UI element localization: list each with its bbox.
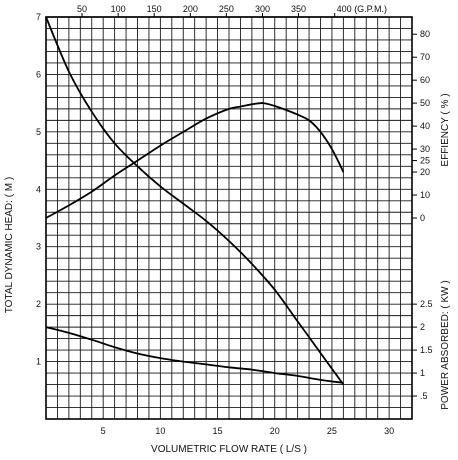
efficiency-tick-label: 50 xyxy=(420,98,430,108)
x-axis: 5 10 15 20 25 30 xyxy=(101,426,394,436)
x-tick-label: 5 xyxy=(101,426,106,436)
x-tick-label: 15 xyxy=(213,426,223,436)
y-axis-title-head: TOTAL DYNAMIC HEAD: ( M ) xyxy=(4,177,15,314)
x-tick-label: 10 xyxy=(155,426,165,436)
top-axis-gpm: 50 100 150 200 250 300 350 400 (G.P.M.) xyxy=(46,4,388,18)
curves xyxy=(45,16,345,386)
top-axis-tick-label: 150 xyxy=(147,4,162,14)
top-axis-tick-label: 400 (G.P.M.) xyxy=(337,4,387,14)
efficiency-tick-label: 20 xyxy=(420,167,430,177)
power-tick-label: .5 xyxy=(420,391,428,401)
grid xyxy=(46,17,412,419)
y-tick-label-head: 1 xyxy=(36,357,41,367)
efficiency-tick-label: 80 xyxy=(420,29,430,39)
top-axis-tick-label: 300 xyxy=(255,4,270,14)
y-tick-label-head: 3 xyxy=(36,242,41,252)
y-tick-label-head: 5 xyxy=(36,127,41,137)
x-tick-label: 25 xyxy=(327,426,337,436)
efficiency-tick-label: 40 xyxy=(420,121,430,131)
y-axis-title-power: POWER ABSORBED: ( KW ) xyxy=(440,280,451,409)
x-axis-title: VOLUMETRIC FLOW RATE ( L/S ) xyxy=(151,444,307,455)
x-tick-label: 30 xyxy=(384,426,394,436)
y-axis-head: 1 2 3 4 5 6 7 xyxy=(36,12,41,367)
efficiency-curve xyxy=(45,102,345,219)
top-axis-tick-label: 50 xyxy=(77,4,87,14)
y-tick-label-head: 6 xyxy=(36,69,41,79)
head-curve xyxy=(45,16,345,386)
power-tick-label: 1.5 xyxy=(420,345,433,355)
top-axis-tick-label: 200 xyxy=(183,4,198,14)
y-tick-label-head: 2 xyxy=(36,299,41,309)
efficiency-tick-label: 0 xyxy=(420,213,425,223)
top-axis-tick-label: 100 xyxy=(111,4,126,14)
power-tick-label: 1 xyxy=(420,368,425,378)
efficiency-tick-label: 60 xyxy=(420,75,430,85)
efficiency-tick-label: 10 xyxy=(420,190,430,200)
y-axis-title-efficiency: EFFIENCY ( % ) xyxy=(440,93,451,166)
efficiency-tick-label: 30 xyxy=(420,144,430,154)
top-axis-tick-label: 250 xyxy=(219,4,234,14)
y-tick-label-head: 7 xyxy=(36,12,41,22)
power-curve xyxy=(45,326,344,384)
top-axis-tick-label: 350 xyxy=(291,4,306,14)
efficiency-tick-label: 25 xyxy=(420,156,430,166)
y-tick-label-head: 4 xyxy=(36,184,41,194)
power-tick-label: 2.5 xyxy=(420,299,433,309)
x-tick-label: 20 xyxy=(270,426,280,436)
y-axis-power: .5 1 1.5 2 2.5 xyxy=(412,299,433,401)
power-tick-label: 2 xyxy=(420,322,425,332)
efficiency-tick-label: 70 xyxy=(420,52,430,62)
